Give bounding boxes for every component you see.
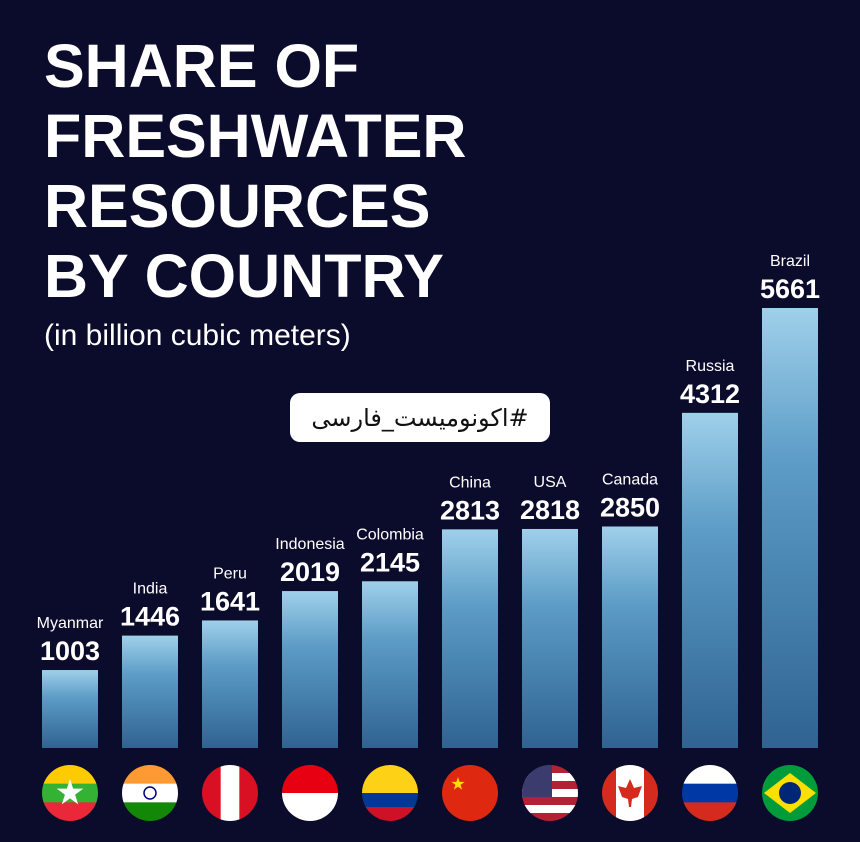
category-label: Brazil <box>770 253 810 270</box>
bar <box>122 635 178 748</box>
bar <box>682 412 738 748</box>
flag-stripe <box>239 765 258 821</box>
flag <box>682 765 738 821</box>
chart-title: BY COUNTRY <box>44 242 444 310</box>
category-label: Russia <box>686 358 735 375</box>
flag-stripe <box>522 797 578 806</box>
flag-body <box>522 765 578 821</box>
value-label: 2145 <box>360 547 420 577</box>
flag-stripe <box>362 793 418 808</box>
flag-stripe <box>522 813 578 821</box>
category-label: USA <box>534 474 567 491</box>
value-label: 5661 <box>760 274 820 304</box>
chart-subtitle: (in billion cubic meters) <box>44 319 351 352</box>
flag-globe <box>779 782 801 804</box>
flag-stripe <box>682 783 738 803</box>
flag-star <box>451 777 465 790</box>
bar <box>442 529 498 748</box>
flag-stripe <box>522 805 578 814</box>
flag-wheel <box>143 786 157 800</box>
flag <box>762 765 818 821</box>
value-label: 4312 <box>680 379 740 409</box>
category-label: Myanmar <box>37 615 104 632</box>
watermark-text: #اکونومیست_فارسی <box>311 404 528 432</box>
value-label: 2850 <box>600 492 660 522</box>
bar <box>522 528 578 748</box>
flag <box>522 765 578 821</box>
chart-title: FRESHWATER <box>44 102 466 170</box>
flag-stripe <box>122 783 178 803</box>
flag-body <box>42 765 98 821</box>
flag-stripe <box>682 765 738 785</box>
flag-body <box>362 765 418 821</box>
flag-stripe <box>122 765 178 785</box>
chart-title: SHARE OF <box>44 32 359 100</box>
flag-body <box>202 765 258 821</box>
flag <box>202 765 258 821</box>
flag-stripe <box>202 765 222 821</box>
flag <box>362 765 418 821</box>
value-label: 2813 <box>440 495 500 525</box>
flag-body <box>762 765 818 821</box>
flag-stripe <box>442 765 498 821</box>
flag <box>42 765 98 821</box>
flag-leaf <box>618 779 642 807</box>
bar <box>202 620 258 748</box>
watermark: #اکونومیست_فارسی <box>290 393 550 442</box>
bar <box>762 308 818 748</box>
bar <box>602 526 658 748</box>
value-label: 2019 <box>280 557 340 587</box>
flag <box>442 765 498 821</box>
category-label: Colombia <box>356 526 424 543</box>
category-label: Indonesia <box>275 536 344 553</box>
flag-body <box>682 765 738 821</box>
flag-body <box>442 765 498 821</box>
category-label: Canada <box>602 471 658 488</box>
flag <box>122 765 178 821</box>
value-label: 1641 <box>200 586 260 616</box>
flag-stripe <box>122 802 178 821</box>
bar <box>362 581 418 748</box>
flag-stripe <box>362 779 418 794</box>
flag-stripe <box>42 802 98 821</box>
category-label: China <box>449 474 491 491</box>
chart-title: RESOURCES <box>44 172 430 240</box>
flag-star <box>56 779 84 805</box>
category-label: India <box>133 581 168 598</box>
category-label: Peru <box>213 565 247 582</box>
flag-stripe <box>682 802 738 821</box>
flag-stripe <box>42 765 98 785</box>
flag-stripe <box>220 765 240 821</box>
value-label: 1446 <box>120 602 180 632</box>
bar <box>42 670 98 748</box>
value-label: 2818 <box>520 495 580 525</box>
flag-body <box>122 765 178 821</box>
bar <box>282 591 338 748</box>
watermark-box <box>290 393 550 442</box>
value-label: 1003 <box>40 636 100 666</box>
